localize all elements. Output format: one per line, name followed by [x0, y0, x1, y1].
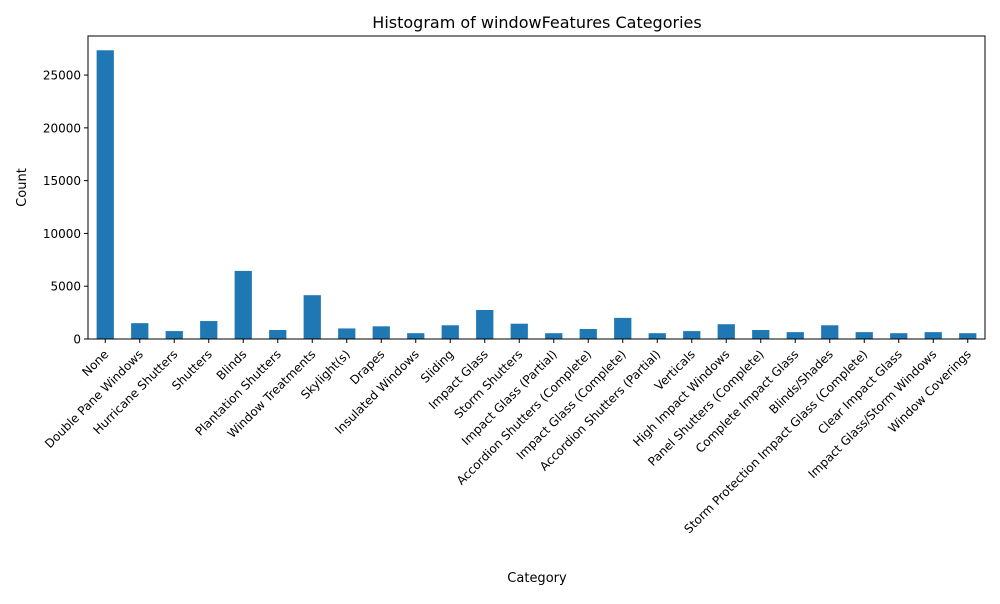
y-axis-label: Count — [15, 168, 30, 207]
bar — [338, 328, 356, 339]
bar — [579, 328, 597, 339]
chart-title: Histogram of windowFeatures Categories — [372, 13, 701, 32]
y-tick-label: 25000 — [43, 69, 81, 83]
bar — [890, 333, 908, 339]
bar — [545, 333, 563, 339]
bar — [234, 270, 252, 339]
y-axis: 0 5000 10000 15000 20000 25000 — [43, 69, 88, 347]
y-tick-label: 10000 — [43, 227, 81, 241]
x-tick-label: None — [79, 347, 111, 379]
bar — [717, 324, 735, 339]
x-axis-label: Category — [507, 571, 567, 586]
bar — [441, 325, 459, 339]
bar — [200, 321, 218, 339]
bar — [648, 333, 666, 339]
bar — [510, 323, 528, 339]
y-tick-label: 0 — [73, 333, 81, 347]
bar — [683, 331, 701, 339]
bar — [821, 325, 839, 339]
bar — [303, 295, 321, 339]
bar — [855, 332, 873, 339]
bar — [786, 332, 804, 339]
y-tick-label: 15000 — [43, 174, 81, 188]
bar — [96, 50, 114, 339]
bar — [165, 331, 183, 339]
bar — [614, 317, 632, 339]
bar — [407, 333, 425, 339]
y-tick-label: 20000 — [43, 121, 81, 135]
bar — [924, 332, 942, 339]
plot-frame — [87, 35, 986, 340]
bar — [372, 326, 390, 339]
bars-group — [96, 50, 977, 339]
bar — [269, 330, 287, 339]
bar — [959, 333, 977, 339]
bar — [476, 309, 494, 339]
y-tick-label: 5000 — [50, 280, 81, 294]
bar — [752, 330, 770, 339]
bar — [131, 323, 149, 339]
